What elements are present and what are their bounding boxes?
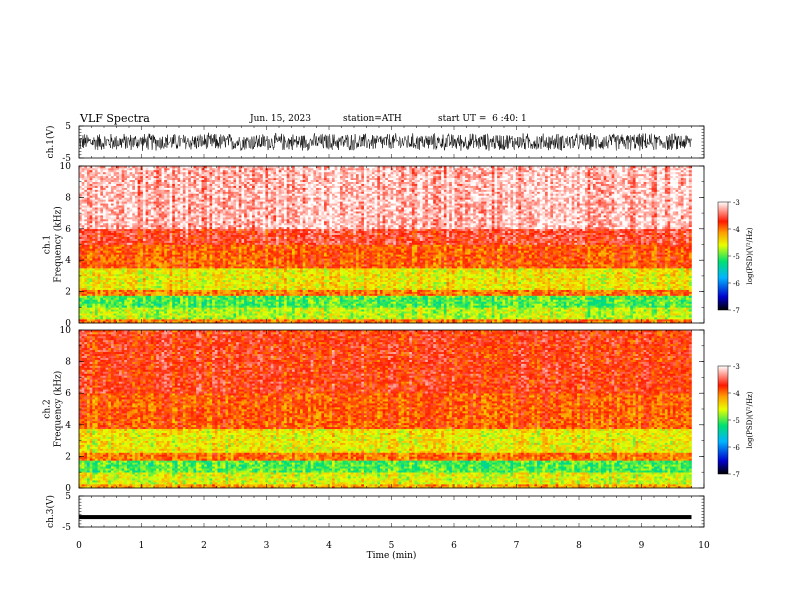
y-tick-label-2-3: 6	[65, 389, 71, 399]
y-tick-label-2-0: 0	[65, 484, 71, 494]
ch3-waveform-ylabel: ch.3(V)	[45, 495, 56, 528]
y-tick-label-1-1: 2	[65, 288, 71, 298]
x-tick-label-2: 2	[201, 541, 207, 551]
ch1-spectrogram-colorbar-tick-label-2: -5	[733, 253, 740, 261]
ch1-spectrogram-cells	[79, 166, 692, 324]
x-tick-label-9: 9	[639, 541, 645, 551]
ch1-spectrogram-ylabel-line-1: Frequency (kHz)	[53, 206, 64, 283]
y-tick-label-1-3: 6	[65, 225, 71, 235]
ch3-waveform-trace	[79, 515, 692, 520]
ch1-spectrogram-colorbar-label: log(PSD)(V²/Hz)	[746, 227, 754, 284]
ch1-waveform-ylabel-line-0: ch.1(V)	[45, 126, 56, 159]
ch2-spectrogram-colorbar	[717, 365, 729, 475]
ch2-spectrogram-colorbar-tick-label-2: -5	[733, 417, 740, 425]
x-tick-label-1: 1	[139, 541, 145, 551]
y-tick-label-3-1: -5	[62, 523, 71, 533]
ch1-spectrogram-colorbar	[717, 201, 729, 311]
y-tick-label-1-5: 10	[60, 162, 72, 172]
ch2-spectrogram-colorbar-tick-label-3: -6	[733, 444, 740, 452]
y-tick-label-0-1: -5	[62, 154, 71, 164]
y-tick-label-1-4: 8	[65, 193, 71, 203]
ch1-spectrogram-colorbar-tick-label-0: -3	[733, 199, 740, 207]
x-tick-label-0: 0	[76, 541, 82, 551]
y-tick-label-2-4: 8	[65, 358, 71, 368]
x-tick-label-3: 3	[264, 541, 270, 551]
ch2-spectrogram-colorbar-label: log(PSD)(V²/Hz)	[746, 391, 754, 448]
x-tick-label-10: 10	[698, 541, 710, 551]
ch1-waveform-ylabel: ch.1(V)	[45, 126, 56, 159]
panel-frame-3	[78, 495, 705, 528]
y-tick-label-2-2: 4	[65, 421, 71, 431]
y-tick-label-1-0: 0	[65, 319, 71, 329]
ch2-spectrogram-ylabel-line-1: Frequency (kHz)	[53, 371, 64, 448]
ch1-spectrogram-colorbar-tick-label-3: -6	[733, 280, 740, 288]
ch1-spectrogram-ylabel: ch.1 Frequency (kHz)	[43, 206, 64, 283]
ch1-spectrogram-colorbar-tick-label-4: -7	[733, 307, 740, 315]
ch2-spectrogram-ylabel: ch.2 Frequency (kHz)	[43, 371, 64, 448]
ch1-waveform-trace	[78, 132, 692, 152]
y-tick-label-2-5: 10	[60, 326, 72, 336]
x-tick-label-8: 8	[576, 541, 582, 551]
ch2-spectrogram-colorbar-tick-label-1: -4	[733, 390, 740, 398]
ch2-spectrogram-cells	[79, 330, 692, 489]
ch1-spectrogram-colorbar-tick-label-1: -4	[733, 226, 740, 234]
date-label: Jun. 15, 2023	[250, 114, 311, 124]
y-tick-label-1-2: 4	[65, 256, 71, 266]
ch3-waveform-ylabel-line-0: ch.3(V)	[45, 495, 56, 528]
x-tick-label-5: 5	[389, 541, 395, 551]
station-label: station=ATH	[343, 114, 402, 124]
y-tick-label-0-0: 5	[65, 122, 71, 132]
x-tick-label-7: 7	[514, 541, 520, 551]
x-tick-label-6: 6	[451, 541, 457, 551]
x-tick-label-4: 4	[326, 541, 332, 551]
x-axis-label: Time (min)	[367, 550, 417, 561]
ch2-spectrogram-ylabel-line-0: ch.2	[43, 399, 53, 418]
ch2-spectrogram-colorbar-tick-label-4: -7	[733, 471, 740, 479]
start-time-label: start UT = 6 :40: 1	[438, 114, 527, 124]
ch1-spectrogram-ylabel-line-0: ch.1	[43, 235, 53, 254]
figure-title: VLF Spectra	[80, 112, 150, 125]
y-tick-label-2-1: 2	[65, 452, 71, 462]
y-tick-label-3-0: 5	[65, 492, 71, 502]
ch2-spectrogram-colorbar-tick-label-0: -3	[733, 363, 740, 371]
